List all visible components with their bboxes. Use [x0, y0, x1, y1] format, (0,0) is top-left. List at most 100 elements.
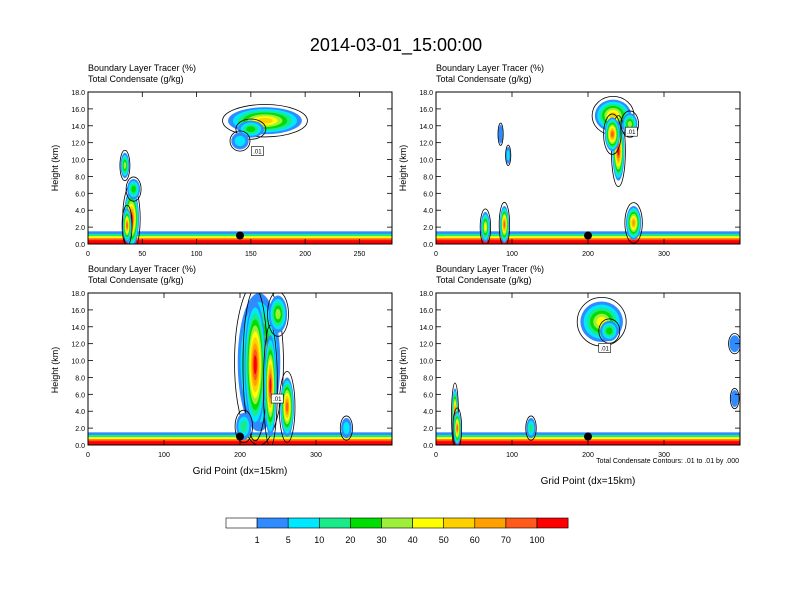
y-tick-label: 16.0 [71, 308, 85, 315]
x-tick-label: 300 [310, 452, 322, 459]
y-tick-label: 14.0 [419, 124, 433, 131]
x-tick-label: 100 [506, 251, 518, 258]
y-axis-label: Height (km) [398, 145, 408, 192]
y-tick-label: 2.0 [423, 225, 433, 232]
tracer-blob [484, 223, 487, 231]
colorbar-swatch [536, 517, 569, 529]
tracer-blob [729, 335, 740, 353]
colorbar-label: 5 [286, 535, 291, 545]
tracer-blob [240, 420, 248, 433]
condensate-contour [729, 388, 740, 410]
colorbar-swatch [412, 517, 445, 529]
y-tick-label: 10.0 [71, 158, 85, 165]
panel-header-line1: Boundary Layer Tracer (%) [88, 264, 196, 274]
colorbar-swatch [225, 517, 258, 529]
contour-note: Total Condensate Contours: .01 to .01 by… [596, 458, 739, 465]
tracer-blob [123, 161, 127, 170]
location-marker [236, 432, 244, 441]
condensate-contour [525, 415, 537, 441]
tracer-blob [606, 327, 613, 335]
panel-header-line2: Total Condensate (g/kg) [88, 275, 184, 285]
tracer-blob [627, 120, 632, 128]
tracer-blob [632, 219, 636, 227]
y-tick-label: 6.0 [423, 392, 433, 399]
y-tick-label: 12.0 [71, 342, 85, 349]
y-tick-label: 2.0 [75, 426, 85, 433]
y-tick-label: 18.0 [71, 291, 85, 298]
location-marker [584, 432, 592, 441]
condensate-contour [603, 113, 622, 155]
colorbar-label: 20 [345, 535, 355, 545]
plot-area: .01 [436, 95, 740, 244]
y-tick-label: 8.0 [75, 375, 85, 382]
panel-header-line1: Boundary Layer Tracer (%) [436, 63, 544, 73]
panel-nw-se: Boundary Layer Tracer (%) Total Condensa… [398, 264, 741, 487]
y-tick-label: 18.0 [419, 90, 433, 97]
y-axis-label: Height (km) [398, 347, 408, 394]
tracer-blob [343, 421, 350, 435]
tracer-blob [275, 308, 281, 320]
condensate-contour [121, 204, 133, 244]
condensate-contour [234, 409, 253, 444]
condensate-contour [479, 208, 492, 244]
panel-west-east: Boundary Layer Tracer (%) Total Condensa… [50, 264, 393, 477]
colorbar-swatch [474, 517, 507, 529]
y-tick-label: 10.0 [419, 158, 433, 165]
condensate-contour [125, 176, 142, 202]
condensate-contour [263, 324, 278, 445]
plot-area: .01 [88, 293, 392, 445]
x-tick-label: 0 [86, 251, 90, 258]
tracer-blob [503, 221, 506, 228]
colorbar-label: 1 [255, 535, 260, 545]
y-tick-label: 8.0 [75, 174, 85, 181]
y-tick-label: 16.0 [419, 107, 433, 114]
colorbar-swatch [381, 517, 413, 529]
condensate-contour [498, 201, 511, 244]
location-marker [584, 231, 592, 240]
x-tick-label: 100 [158, 452, 170, 459]
x-tick-label: 250 [354, 251, 366, 258]
y-tick-label: 8.0 [423, 375, 433, 382]
y-tick-label: 0.0 [423, 443, 433, 450]
x-tick-label: 100 [506, 452, 518, 459]
y-tick-label: 4.0 [423, 208, 433, 215]
x-tick-label: 50 [138, 251, 146, 258]
y-axis-label: Height (km) [50, 145, 60, 192]
y-tick-label: 12.0 [419, 141, 433, 148]
y-tick-label: 4.0 [423, 409, 433, 416]
panel-header-line1: Boundary Layer Tracer (%) [88, 63, 196, 73]
y-tick-label: 12.0 [419, 342, 433, 349]
tracer-blob [506, 150, 510, 161]
plot-frame [87, 91, 393, 245]
y-tick-label: 0.0 [75, 242, 85, 249]
colorbar-label: 50 [439, 535, 449, 545]
y-tick-label: 4.0 [75, 208, 85, 215]
tracer-blob [253, 355, 257, 375]
colorbar-label: 100 [529, 535, 544, 545]
tracer-blob [269, 378, 272, 394]
panel-header-line2: Total Condensate (g/kg) [436, 74, 532, 84]
condensate-contour [497, 122, 504, 146]
contour-label-box [625, 126, 638, 137]
panel-header-line1: Boundary Layer Tracer (%) [436, 264, 544, 274]
y-tick-label: 18.0 [71, 90, 85, 97]
figure-title: 2014-03-01_15:00:00 [310, 35, 482, 56]
y-tick-label: 12.0 [71, 141, 85, 148]
x-axis-label: Grid Point (dx=15km) [193, 466, 288, 477]
tracer-blob [234, 135, 246, 147]
condensate-contour [452, 407, 463, 445]
y-tick-label: 8.0 [423, 174, 433, 181]
x-axis-label: Grid Point (dx=15km) [541, 476, 636, 487]
condensate-contour [229, 130, 251, 152]
condensate-contour [624, 202, 643, 244]
y-tick-label: 4.0 [75, 409, 85, 416]
contour-label-box [251, 146, 264, 156]
x-tick-label: 200 [582, 251, 594, 258]
colorbar-label: 70 [501, 535, 511, 545]
condensate-contour [267, 293, 289, 337]
colorbar-label: 60 [470, 535, 480, 545]
y-axis-label: Height (km) [50, 347, 60, 394]
condensate-contour [235, 118, 267, 140]
colorbar-swatch [505, 517, 538, 529]
